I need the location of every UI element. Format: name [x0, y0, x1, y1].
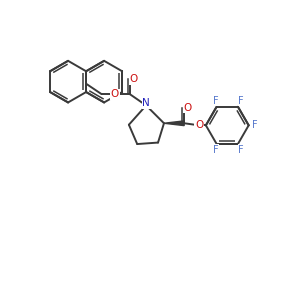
- Text: F: F: [238, 96, 244, 106]
- Text: O: O: [111, 89, 119, 99]
- Text: F: F: [213, 145, 218, 155]
- Text: O: O: [184, 103, 192, 113]
- Text: O: O: [195, 120, 203, 130]
- Text: O: O: [130, 74, 138, 84]
- Text: F: F: [213, 96, 218, 106]
- Polygon shape: [164, 121, 184, 126]
- Text: F: F: [238, 145, 244, 155]
- Text: F: F: [252, 120, 258, 130]
- Text: N: N: [142, 98, 150, 108]
